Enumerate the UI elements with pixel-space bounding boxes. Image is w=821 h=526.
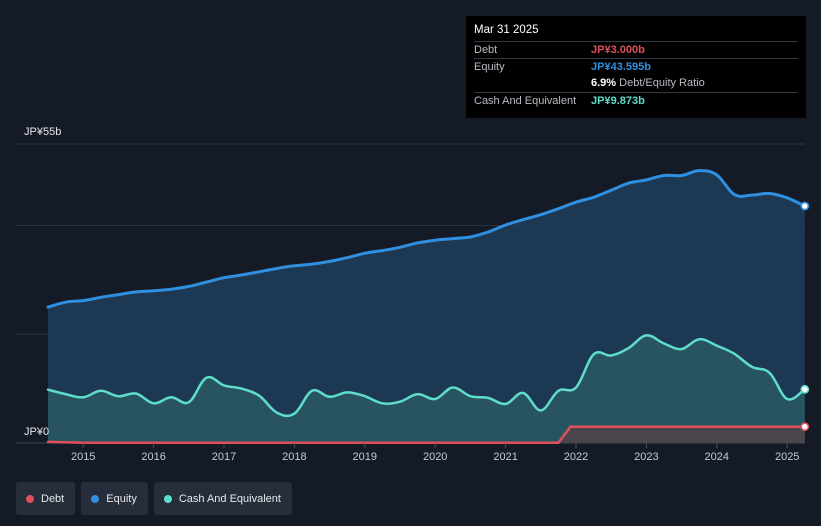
tooltip-row-cash: Cash And Equivalent JP¥9.873b <box>474 92 798 110</box>
legend-dot-debt <box>26 494 34 503</box>
tooltip-cash-label: Cash And Equivalent <box>474 95 577 107</box>
x-tick-label-2022: 2022 <box>564 451 588 463</box>
x-tick-label-2018: 2018 <box>282 451 306 463</box>
line-debt <box>46 425 807 444</box>
x-tick-label-2023: 2023 <box>634 451 658 463</box>
legend-label-equity: Equity <box>106 492 137 505</box>
x-tick-label-2020: 2020 <box>423 451 447 463</box>
y-axis-ticks: JP¥55b JP¥0 <box>24 126 61 438</box>
series-lines <box>46 169 807 444</box>
x-tick-label-2016: 2016 <box>141 451 165 463</box>
line-cash-and-equivalent <box>46 334 807 418</box>
chart-legend: Debt Equity Cash And Equivalent <box>16 482 292 515</box>
legend-dot-equity <box>91 494 100 503</box>
tooltip-equity-label: Equity <box>474 61 505 73</box>
x-tick-label-2019: 2019 <box>353 451 377 463</box>
tooltip-cash-value: JP¥9.873b <box>591 95 645 107</box>
y-tick-label-55: JP¥55b <box>24 126 61 138</box>
tooltip-row-ratio: 6.9% Debt/Equity Ratio <box>474 75 798 92</box>
tooltip-ratio: 6.9% Debt/Equity Ratio <box>591 77 705 89</box>
y-tick-label-0: JP¥0 <box>24 426 49 438</box>
end-marker-equity <box>800 201 810 211</box>
legend-item-cash[interactable]: Cash And Equivalent <box>153 482 292 515</box>
tooltip-ratio-label: Debt/Equity Ratio <box>619 77 705 89</box>
tooltip-date: Mar 31 2025 <box>474 24 539 36</box>
line-equity <box>46 169 807 309</box>
tooltip-row-equity: Equity JP¥43.595b <box>474 58 798 76</box>
tooltip-debt-label: Debt <box>474 44 498 56</box>
x-tick-label-2021: 2021 <box>493 451 517 463</box>
legend-label-cash: Cash And Equivalent <box>178 492 281 505</box>
x-tick-label-2015: 2015 <box>71 451 95 463</box>
tooltip-debt-value: JP¥3.000b <box>591 44 645 56</box>
legend-item-debt[interactable]: Debt <box>16 482 76 515</box>
x-tick-label-2017: 2017 <box>212 451 236 463</box>
series-areas <box>48 170 805 443</box>
x-axis-ticks: 2015 2016 2017 2018 2019 2020 2021 2022 2023 2024… <box>71 443 799 463</box>
tooltip-row-debt: Debt JP¥3.000b <box>474 41 798 59</box>
tooltip-equity-value: JP¥43.595b <box>591 61 651 73</box>
area-cash-and-equivalent <box>48 335 805 443</box>
legend-item-equity[interactable]: Equity <box>81 482 148 515</box>
x-tick-label-2024: 2024 <box>705 451 729 463</box>
legend-label-debt: Debt <box>41 492 65 505</box>
data-tooltip: Mar 31 2025 Debt JP¥3.000b Equity JP¥43.… <box>466 16 806 118</box>
tooltip-ratio-value: 6.9% <box>591 77 617 89</box>
legend-dot-cash <box>163 494 172 503</box>
end-marker-cash-and-equivalent <box>800 384 810 394</box>
area-debt <box>48 426 805 443</box>
x-tick-label-2025: 2025 <box>775 451 799 463</box>
end-markers <box>800 201 810 432</box>
end-marker-debt <box>800 422 810 432</box>
